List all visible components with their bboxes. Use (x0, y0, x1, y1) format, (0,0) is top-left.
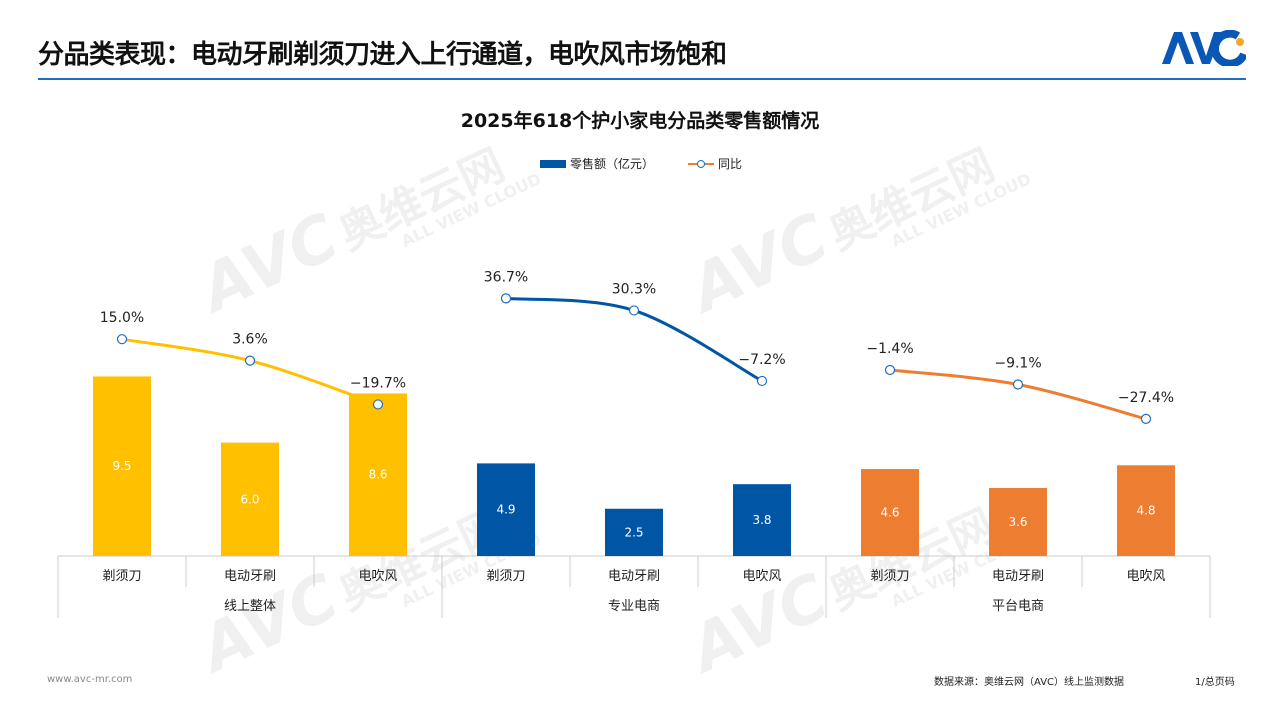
group-label: 平台电商 (992, 599, 1044, 614)
bar-value-label: 4.9 (496, 503, 515, 517)
sales-bar (93, 376, 151, 556)
category-label: 电吹风 (1126, 569, 1165, 584)
category-label: 电吹风 (742, 569, 781, 584)
sales-bar (349, 393, 407, 556)
yoy-marker (756, 375, 768, 387)
avc-logo (1160, 29, 1248, 70)
legend-yoy-label: 同比 (718, 157, 743, 171)
sales-bar (221, 442, 279, 556)
chart-legend: 零售额（亿元） 同比 (540, 155, 742, 172)
sales-bar (477, 463, 535, 556)
category-label: 电动牙刷 (992, 569, 1044, 584)
yoy-marker (244, 355, 256, 366)
bar-value-label: 9.5 (112, 459, 131, 473)
category-label: 剃须刀 (870, 569, 909, 584)
yoy-value-label: 36.7% (484, 269, 528, 285)
yoy-marker (372, 399, 384, 410)
bar-value-label: 8.6 (368, 468, 387, 482)
yoy-line (121, 337, 379, 406)
sales-bar (861, 469, 919, 556)
header-divider (38, 78, 1246, 80)
bar-value-label: 3.8 (752, 513, 771, 527)
chart-title: 2025年618个护小家电分品类零售额情况 (460, 110, 820, 132)
yoy-value-label: 30.3% (612, 281, 656, 297)
category-label: 电动牙刷 (224, 569, 276, 584)
legend-bar-swatch (540, 159, 566, 168)
sales-bar (989, 487, 1047, 556)
category-label: 剃须刀 (102, 569, 141, 584)
bar-value-label: 6.0 (240, 492, 259, 506)
bar-value-label: 2.5 (624, 525, 643, 539)
yoy-value-label: 15.0% (100, 310, 144, 326)
yoy-marker (1012, 379, 1024, 390)
footer-page: 1/总页码 (1195, 677, 1235, 688)
footer-source: 数据来源：奥维云网（AVC）线上监测数据 (934, 677, 1125, 688)
footer-website: www.avc-mr.com (47, 674, 133, 685)
sales-bar (733, 484, 791, 556)
bar-value-label: 4.6 (880, 506, 899, 520)
yoy-value-label: −9.1% (994, 356, 1041, 372)
group-label: 线上整体 (224, 599, 276, 614)
yoy-marker (628, 305, 640, 316)
sales-bar (605, 508, 663, 556)
sales-bar (1117, 465, 1175, 556)
legend-sales-label: 零售额（亿元） (570, 157, 655, 171)
bar-value-label: 4.8 (1136, 504, 1155, 518)
group-label: 专业电商 (608, 599, 660, 614)
yoy-marker (884, 364, 896, 376)
yoy-line (889, 368, 1147, 421)
yoy-value-label: −1.4% (866, 341, 913, 357)
yoy-value-label: −19.7% (350, 375, 406, 391)
category-label: 剃须刀 (486, 569, 525, 584)
bar-value-label: 3.6 (1008, 515, 1027, 529)
yoy-value-label: −7.2% (738, 352, 785, 368)
category-label: 电吹风 (358, 569, 397, 584)
yoy-marker (116, 334, 128, 345)
page-title: 分品类表现：电动牙刷剃须刀进入上行通道，电吹风市场饱和 (38, 40, 727, 70)
legend-line-swatch (688, 159, 715, 169)
category-label: 电动牙刷 (608, 569, 660, 584)
yoy-value-label: 3.6% (232, 332, 268, 348)
yoy-marker (500, 293, 512, 304)
yoy-value-label: −27.4% (1118, 390, 1174, 406)
yoy-marker (1140, 413, 1152, 425)
